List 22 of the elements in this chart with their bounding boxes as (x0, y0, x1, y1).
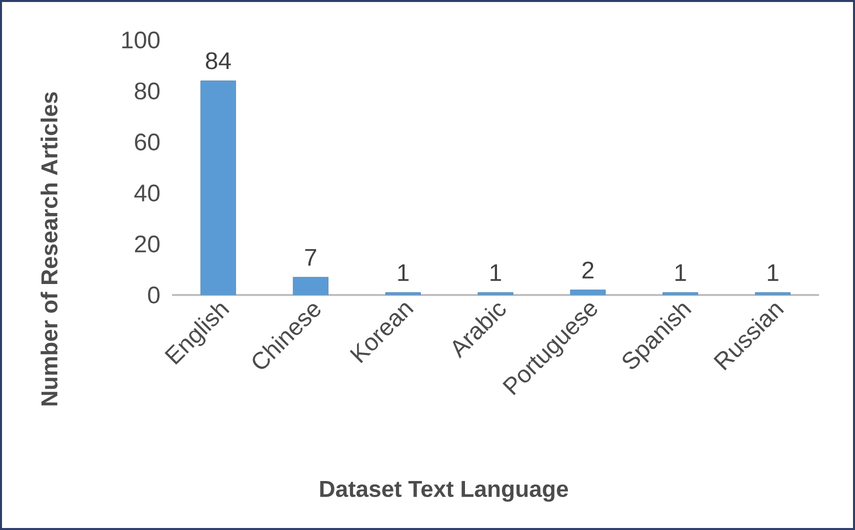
data-label: 2 (582, 262, 594, 278)
data-label: 7 (305, 249, 316, 266)
y-tick-label: 20 (134, 235, 160, 252)
bar (292, 276, 328, 295)
y-tick-label: 100 (122, 31, 160, 48)
data-label: 84 (206, 52, 231, 70)
bar (755, 292, 791, 295)
data-label: 1 (768, 264, 778, 281)
y-tick-label: 60 (135, 133, 160, 150)
bar (200, 80, 236, 295)
x-axis-title: Dataset Text Language (320, 480, 568, 502)
bar (385, 292, 421, 295)
data-label: 1 (676, 264, 686, 281)
data-label: 1 (398, 264, 409, 281)
y-tick-label: 0 (148, 286, 160, 304)
bar (478, 292, 514, 295)
y-tick-label: 40 (134, 184, 160, 202)
y-axis-title: Number of Research Articles (40, 92, 58, 406)
bar (662, 292, 698, 295)
bar (570, 290, 606, 295)
data-label: 1 (490, 264, 502, 281)
y-tick-label: 80 (134, 82, 160, 100)
